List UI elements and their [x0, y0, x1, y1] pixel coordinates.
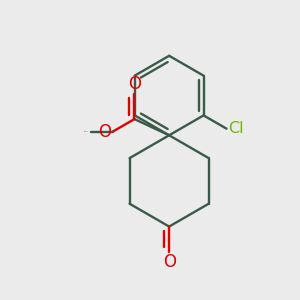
- Text: O: O: [128, 75, 141, 93]
- Text: Cl: Cl: [228, 121, 244, 136]
- Text: methyl: methyl: [84, 131, 89, 132]
- Text: O: O: [98, 123, 111, 141]
- Text: O: O: [163, 253, 176, 271]
